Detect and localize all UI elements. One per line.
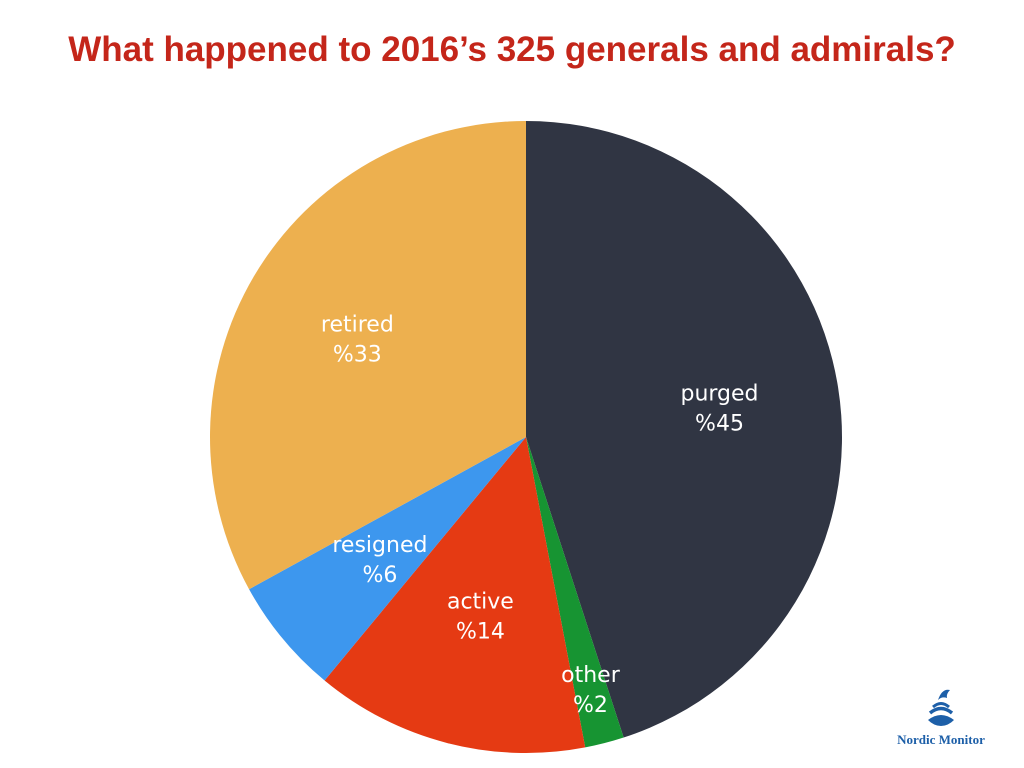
slice-other bbox=[526, 437, 624, 748]
nordic-monitor-logo: Nordic Monitor bbox=[876, 680, 1006, 750]
slice-label-retired: retired bbox=[321, 312, 394, 337]
slice-value-purged: %45 bbox=[695, 411, 744, 436]
slice-label-purged: purged bbox=[680, 381, 758, 406]
logo-text: Nordic Monitor bbox=[897, 732, 985, 747]
slice-retired bbox=[210, 121, 526, 590]
chart-title: What happened to 2016’s 325 generals and… bbox=[68, 30, 956, 69]
slice-purged bbox=[526, 121, 842, 738]
slice-label-resigned: resigned bbox=[332, 533, 427, 558]
wave-bird-icon bbox=[928, 689, 954, 726]
slice-value-active: %14 bbox=[456, 620, 505, 645]
slice-value-retired: %33 bbox=[333, 342, 382, 367]
slice-label-other: other bbox=[561, 663, 621, 688]
slice-value-resigned: %6 bbox=[362, 563, 397, 588]
slice-label-active: active bbox=[447, 590, 514, 615]
slice-active bbox=[324, 437, 586, 753]
slice-value-other: %2 bbox=[573, 693, 608, 718]
slice-resigned bbox=[249, 437, 526, 681]
